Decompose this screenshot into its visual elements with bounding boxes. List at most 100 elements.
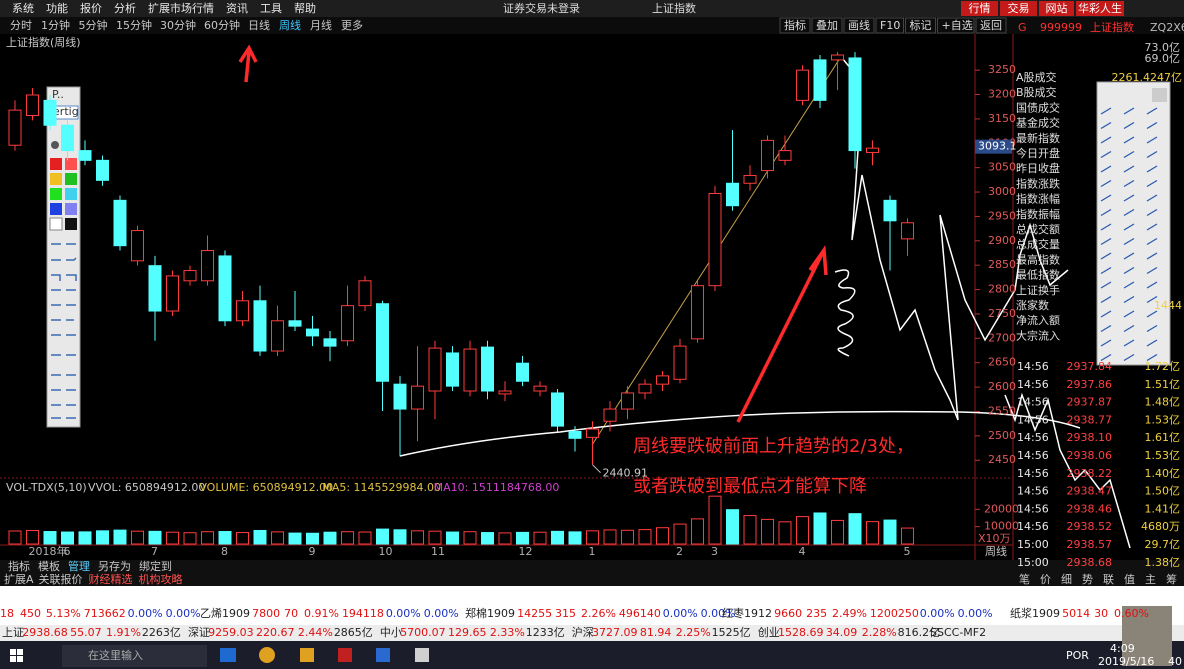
draw-tool[interactable] [1100,353,1112,362]
tool-label[interactable]: 指标 [784,18,806,32]
draw-tool[interactable] [1146,136,1158,144]
bottom-tab[interactable]: 绑定到 [139,559,172,573]
top-button[interactable] [961,1,998,16]
draw-tool[interactable] [1146,353,1158,362]
menu-item[interactable]: 系统 [12,2,34,15]
draw-tool[interactable] [1123,310,1135,318]
draw-tool[interactable] [1146,237,1158,246]
top-button-label[interactable]: 交易 [1008,1,1030,15]
draw-tool[interactable] [1123,237,1135,246]
draw-tool[interactable] [1123,223,1135,231]
draw-tool[interactable] [1146,252,1158,260]
menu-item[interactable]: 工具 [260,2,282,15]
draw-tool[interactable] [1100,194,1112,202]
draw-tool[interactable] [1123,324,1135,333]
menu-item[interactable]: 扩展市场行情 [148,1,214,15]
draw-tool[interactable] [1100,165,1112,173]
tool-button[interactable] [905,17,936,34]
tool-button[interactable] [937,17,975,34]
draw-tool[interactable] [1146,150,1158,159]
bottom-tab[interactable]: 另存为 [98,559,131,573]
draw-tool[interactable] [1100,266,1112,275]
draw-tool[interactable] [1123,208,1135,217]
draw-tool[interactable] [1100,150,1112,159]
top-button-label[interactable]: 网站 [1046,1,1068,15]
draw-tool[interactable] [1100,223,1112,231]
draw-tool[interactable] [1146,310,1158,318]
draw-tool[interactable] [1100,237,1112,246]
draw-tool[interactable] [1100,324,1112,333]
period-tab[interactable]: 60分钟 [204,18,240,32]
draw-tool[interactable] [1123,194,1135,202]
period-tab[interactable]: 月线 [310,18,332,32]
draw-tool[interactable] [1146,165,1158,173]
draw-tool[interactable] [1146,194,1158,202]
top-button-label[interactable]: 行情 [969,2,991,15]
tool-label[interactable]: 返回 [980,19,1002,32]
draw-tool[interactable] [1146,179,1158,188]
bottom-tab[interactable]: 指标 [8,559,30,573]
period-tab[interactable]: 1分钟 [41,18,70,32]
period-tab[interactable]: 15分钟 [116,18,152,32]
draw-tool[interactable] [1146,121,1158,130]
tool-label[interactable]: 标记 [910,18,932,32]
draw-tool[interactable] [1100,208,1112,217]
period-tab[interactable]: 周线 [279,18,301,32]
draw-tool[interactable] [1123,179,1135,188]
search-box[interactable]: 在这里输入 [88,648,143,662]
menu-item[interactable]: 帮助 [294,1,316,15]
period-tab[interactable]: 日线 [248,18,270,32]
top-button-label[interactable]: 华彩人生 [1078,1,1122,15]
draw-tool[interactable] [1146,324,1158,333]
draw-tool[interactable] [1123,150,1135,159]
draw-tool[interactable] [1100,339,1112,347]
menu-item[interactable]: 资讯 [226,2,248,15]
draw-tool[interactable] [1146,295,1158,304]
tool-label[interactable]: 画线 [848,18,870,32]
side-tab[interactable]: 价 [1040,573,1051,586]
bottom-tab[interactable]: 管理 [68,559,90,573]
side-tab[interactable]: 细 [1061,573,1072,586]
lower-tab[interactable]: 机构攻略 [139,572,183,586]
draw-tool[interactable] [1100,136,1112,144]
tool-button[interactable] [843,17,875,34]
draw-tool[interactable] [1146,266,1158,275]
period-tab[interactable]: 30分钟 [160,18,196,32]
draw-tool[interactable] [1100,281,1112,289]
draw-tool[interactable] [1123,295,1135,304]
side-tab[interactable]: 主 [1145,573,1156,586]
lower-tab[interactable]: 关联报价 [39,572,83,586]
draw-tool[interactable] [1100,121,1112,130]
side-tab[interactable]: 值 [1124,573,1135,586]
tool-button[interactable] [875,17,904,34]
tool-label[interactable]: F10 [880,19,900,32]
tool-label[interactable]: 叠加 [816,19,838,32]
tool-button[interactable] [811,17,843,34]
draw-tool[interactable] [1100,295,1112,304]
menu-item[interactable]: 功能 [46,1,68,15]
top-button[interactable] [1076,1,1124,16]
draw-tool[interactable] [1100,179,1112,188]
draw-tool[interactable] [1100,310,1112,318]
period-tab[interactable]: 分时 [10,19,32,32]
tool-button[interactable] [975,17,1007,34]
draw-tool[interactable] [1146,208,1158,217]
tool-button[interactable] [779,17,811,34]
draw-tool[interactable] [1123,136,1135,144]
lower-tab[interactable]: 财经精选 [89,572,133,586]
draw-tool[interactable] [1123,121,1135,130]
draw-tool[interactable] [1146,223,1158,231]
draw-tool[interactable] [1146,339,1158,347]
draw-tool[interactable] [1123,353,1135,362]
draw-tool[interactable] [1123,266,1135,275]
draw-tool[interactable] [1100,107,1112,115]
period-tab[interactable]: 5分钟 [79,18,108,32]
draw-tool[interactable] [1146,107,1158,115]
side-tab[interactable]: 筹 [1166,572,1177,586]
draw-tool[interactable] [1146,281,1158,289]
side-tab[interactable]: 势 [1082,573,1093,586]
tool-label[interactable]: +自选 [942,19,973,32]
draw-tool[interactable] [1123,281,1135,289]
side-tab[interactable]: 联 [1103,573,1114,586]
draw-tool[interactable] [1123,252,1135,260]
